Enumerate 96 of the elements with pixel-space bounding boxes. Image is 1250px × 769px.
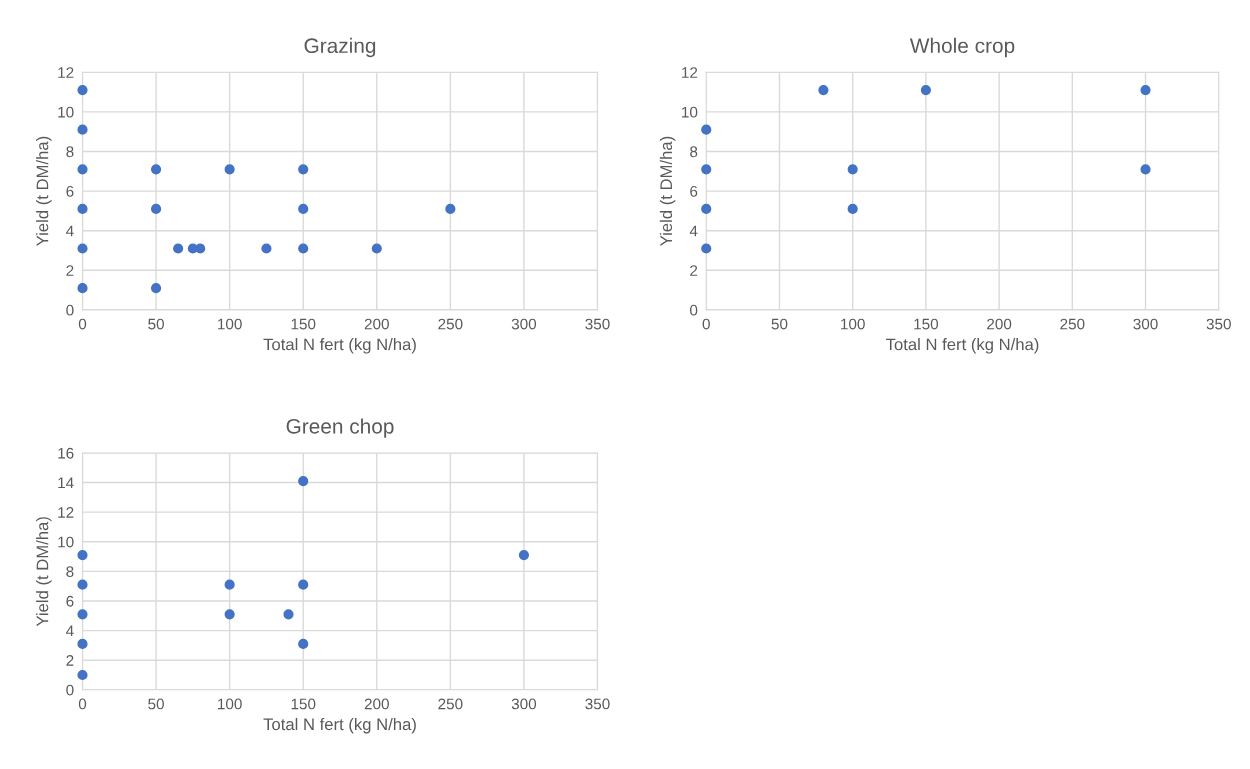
point — [77, 669, 88, 681]
point — [701, 164, 712, 175]
x-tick-label: 250 — [438, 698, 463, 710]
x-tick-label: 50 — [148, 318, 164, 330]
x-tick-label: 200 — [987, 318, 1012, 330]
y-tick-label: 2 — [66, 265, 74, 276]
y-tick-label: 12 — [58, 67, 74, 78]
x-tick-label: 0 — [78, 698, 87, 710]
x-tick-label: 250 — [1060, 318, 1085, 330]
y-tick-label: 2 — [66, 655, 74, 666]
x-tick-label: 150 — [914, 318, 939, 330]
point — [847, 203, 858, 215]
x-tick-label: 350 — [585, 318, 610, 330]
x-tick-label: 0 — [78, 318, 87, 330]
point — [77, 579, 88, 590]
point — [371, 243, 382, 254]
point — [701, 203, 712, 215]
y-axis-title: Yield (t DM/ha) — [36, 136, 52, 246]
y-tick-label: 16 — [58, 447, 74, 459]
point — [77, 283, 88, 294]
point — [1140, 85, 1151, 96]
point — [77, 164, 88, 175]
x-tick-label: 200 — [364, 318, 389, 330]
point — [77, 85, 88, 96]
x-tick-label: 300 — [1133, 318, 1158, 330]
point — [224, 579, 235, 590]
y-tick-label: 4 — [66, 625, 74, 637]
y-tick-label: 10 — [58, 536, 74, 548]
point — [298, 579, 309, 590]
x-axis-title: Total N fert (kg N/ha) — [886, 338, 1039, 354]
point — [298, 475, 309, 487]
y-axis-title: Yield (t DM/ha) — [36, 517, 52, 627]
y-tick-label: 4 — [66, 225, 74, 237]
point — [701, 243, 712, 254]
point — [261, 243, 272, 254]
x-tick-label: 100 — [841, 318, 865, 330]
point — [818, 85, 829, 96]
point — [150, 283, 162, 294]
point — [224, 609, 235, 620]
y-tick-label: 8 — [690, 146, 698, 158]
x-tick-label: 300 — [511, 318, 537, 330]
y-tick-label: 0 — [690, 304, 698, 316]
y-tick-label: 8 — [66, 566, 74, 578]
x-tick-label: 50 — [148, 698, 164, 710]
y-tick-label: 2 — [690, 265, 698, 276]
y-tick-label: 10 — [58, 106, 74, 118]
point — [518, 549, 530, 561]
point — [224, 164, 235, 175]
chart-title: Whole crop — [909, 37, 1015, 58]
y-tick-label: 4 — [689, 225, 698, 237]
point — [283, 609, 294, 620]
x-tick-label: 150 — [291, 698, 316, 710]
point — [195, 243, 206, 254]
x-axis-title: Total N fert (kg N/ha) — [263, 717, 416, 734]
y-tick-label: 10 — [682, 106, 698, 118]
y-tick-label: 6 — [66, 185, 74, 197]
y-tick-label: 12 — [682, 67, 698, 78]
x-tick-label: 250 — [438, 318, 463, 330]
y-tick-label: 6 — [690, 185, 698, 197]
point — [298, 164, 309, 175]
x-tick-label: 100 — [218, 318, 242, 330]
y-tick-label: 14 — [58, 477, 74, 489]
y-tick-label: 0 — [66, 684, 74, 696]
point — [150, 164, 162, 175]
x-tick-label: 350 — [1206, 318, 1231, 330]
point — [920, 85, 931, 96]
point — [298, 243, 309, 254]
x-tick-label: 350 — [585, 698, 610, 710]
x-tick-label: 0 — [702, 318, 710, 330]
point — [77, 243, 88, 254]
point — [701, 124, 712, 135]
y-tick-label: 6 — [66, 595, 74, 607]
point — [173, 243, 184, 254]
point — [150, 203, 162, 215]
x-tick-label: 300 — [511, 698, 537, 710]
y-tick-label: 8 — [66, 146, 74, 158]
y-tick-label: 12 — [58, 507, 74, 518]
point — [77, 203, 88, 215]
x-tick-label: 150 — [291, 318, 316, 330]
point — [298, 203, 309, 215]
point — [298, 638, 309, 649]
point — [847, 164, 858, 175]
point — [77, 638, 88, 649]
point — [77, 549, 88, 561]
point — [445, 203, 456, 215]
point — [77, 609, 88, 620]
x-tick-label: 100 — [218, 698, 242, 710]
chart-title: Green chop — [286, 418, 394, 438]
x-tick-label: 50 — [771, 318, 788, 330]
point — [1140, 164, 1151, 175]
y-tick-label: 0 — [66, 304, 74, 316]
y-axis-title: Yield (t DM/ha) — [659, 136, 676, 246]
x-axis-title: Total N fert (kg N/ha) — [263, 338, 416, 354]
point — [77, 124, 88, 135]
chart-title: Grazing — [304, 37, 376, 58]
x-tick-label: 200 — [364, 698, 389, 710]
